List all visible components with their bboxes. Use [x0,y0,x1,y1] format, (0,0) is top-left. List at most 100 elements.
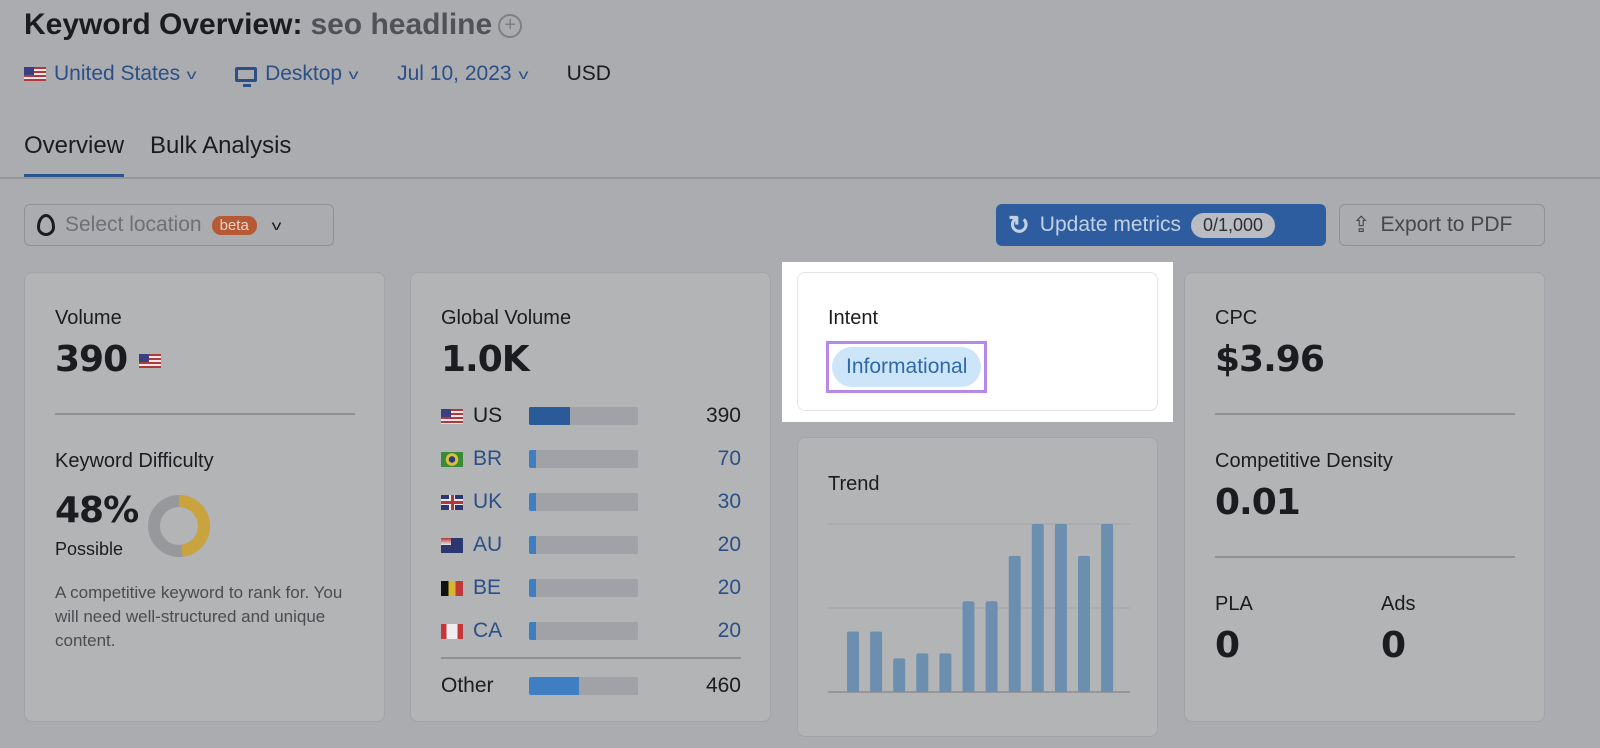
country-row-us[interactable]: US 390 [441,401,741,431]
trend-label: Trend [828,473,880,495]
tabs: Overview Bulk Analysis [24,132,291,178]
be-flag-icon [441,580,463,596]
country-code[interactable]: BE [473,576,502,599]
kd-description: A competitive keyword to rank for. You w… [55,583,343,650]
trend-bar [1054,524,1067,692]
country-row-au[interactable]: AU 20 [441,530,741,560]
location-select[interactable]: Select location beta v [24,204,334,246]
country-code[interactable]: BR [473,447,503,470]
global-volume-label: Global Volume [441,307,572,329]
global-volume-value: 1.0K [441,339,530,380]
cpc-value: $3.96 [1215,339,1325,380]
divider [0,177,1600,179]
volume-bar-fill [529,536,536,554]
divider [1215,556,1515,558]
country-volume: 70 [717,447,741,470]
trend-bar [962,601,975,692]
upload-icon: ⇪ [1352,212,1371,237]
us-flag-icon [24,67,46,81]
volume-label: Volume [55,307,122,329]
volume-bar-fill [529,579,536,597]
update-count-badge: 0/1,000 [1191,212,1276,238]
volume-bar [529,493,638,511]
divider [441,657,741,659]
export-pdf-button[interactable]: ⇪ Export to PDF [1339,204,1545,246]
tab-bulk-analysis[interactable]: Bulk Analysis [150,132,292,159]
keyword: seo headline [310,8,493,41]
country-volume: 20 [717,576,741,599]
tab-overview[interactable]: Overview [24,132,125,178]
pla-label: PLA [1215,593,1253,615]
volume-bar [529,407,638,425]
uk-flag-icon [441,494,463,510]
trend-bar [870,631,883,692]
volume-bar-fill [529,450,536,468]
trend-bar [1031,524,1044,692]
country-volume: 390 [705,404,741,427]
density-label: Competitive Density [1215,450,1393,472]
volume-bar-fill [529,407,571,425]
country-volume: 20 [717,533,741,556]
date-select[interactable]: Jul 10, 2023 v [397,62,528,86]
volume-bar-fill [529,493,536,511]
trend-bar [1101,524,1114,692]
us-flag-icon [441,408,463,424]
intent-value: Informational [832,347,982,387]
intent-label: Intent [828,307,879,329]
cpc-label: CPC [1215,307,1258,329]
density-value: 0.01 [1215,482,1301,523]
date-label: Jul 10, 2023 [397,62,512,85]
beta-badge: beta [211,215,257,235]
volume-bar [529,536,638,554]
update-metrics-button[interactable]: ↻ Update metrics 0/1,000 [996,204,1326,246]
page-title: Keyword Overview: seo headline + [24,8,523,42]
country-row-ca[interactable]: CA 20 [441,616,741,646]
country-row-other: Other 460 [441,671,741,701]
location-placeholder: Select location [65,213,202,236]
ads-label: Ads [1381,593,1416,615]
intent-card: Intent Informational [797,272,1158,411]
update-label: Update metrics [1039,213,1182,236]
refresh-icon: ↻ [1008,209,1030,240]
device-select[interactable]: Desktop v [235,62,359,87]
kd-label: Keyword Difficulty [55,450,214,472]
volume-value: 390 [55,339,128,380]
ads-value: 0 [1381,625,1406,666]
country-label: United States [54,62,181,85]
au-flag-icon [441,537,463,553]
desktop-icon [235,66,258,87]
volume-bar [529,622,638,640]
country-volume: 30 [717,490,741,513]
volume-bar-fill [529,622,536,640]
country-code[interactable]: US [473,404,503,427]
country-select[interactable]: United States v [24,62,197,86]
other-bar-fill [529,677,580,695]
country-volume: 20 [717,619,741,642]
kd-donut [148,495,210,557]
divider [55,413,355,415]
volume-bar [529,450,638,468]
pla-value: 0 [1215,625,1240,666]
kd-level: Possible [55,539,124,559]
volume-card: Volume 390 Keyword Difficulty 48% Possib… [24,272,385,722]
trend-bar [893,658,906,692]
export-label: Export to PDF [1380,213,1513,236]
chevron-down-icon: v [186,66,197,82]
country-row-be[interactable]: BE 20 [441,573,741,603]
country-row-br[interactable]: BR 70 [441,444,741,474]
plus-circle-icon[interactable]: + [498,14,523,38]
country-code[interactable]: UK [473,490,503,513]
trend-bar [847,631,859,692]
global-volume-card: Global Volume 1.0K US 390 BR 70 UK 30 AU 20 BE 20… [410,272,771,722]
country-code[interactable]: AU [473,533,503,556]
trend-bar [1008,555,1021,692]
filters: United States v Desktop v Jul 10, 2023 v US… [24,62,611,87]
country-row-uk[interactable]: UK 30 [441,487,741,517]
intent-badge[interactable]: Informational [826,341,988,393]
title-label: Keyword Overview: [24,8,303,41]
chevron-down-icon: v [348,66,359,82]
country-code[interactable]: CA [473,619,503,642]
ca-flag-icon [441,623,463,639]
currency: USD [566,62,611,85]
volume-bar [529,579,638,597]
